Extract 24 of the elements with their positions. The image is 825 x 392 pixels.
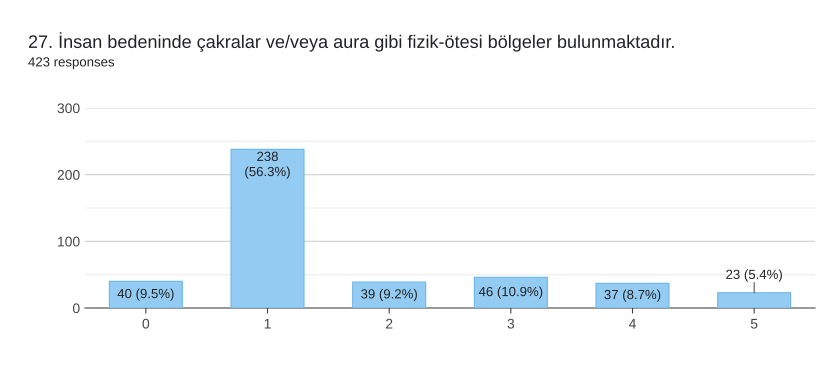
x-tick-label: 3 xyxy=(508,318,514,329)
x-tick-label: 4 xyxy=(628,318,636,328)
x-tick-label: 5 xyxy=(750,318,758,329)
bar xyxy=(108,280,183,308)
x-tick-label: 2 xyxy=(386,318,392,328)
data-label: 238 (56.3%) xyxy=(245,152,290,179)
bar xyxy=(474,276,548,308)
y-tick-label: 0 xyxy=(72,303,80,314)
bar xyxy=(352,281,426,308)
bar xyxy=(595,282,670,308)
data-label: 37 (8.7%) xyxy=(604,290,660,302)
data-label: 40 (9.5%) xyxy=(118,288,174,301)
data-label: 23 (5.4%) xyxy=(726,269,782,282)
x-tick-label: 0 xyxy=(142,318,150,329)
data-label: 46 (10.9%) xyxy=(478,286,542,299)
x-tick-label: 1 xyxy=(264,318,271,328)
bar xyxy=(717,292,792,308)
y-tick-label: 300 xyxy=(58,103,80,114)
chart-title: 27. İnsan bedeninde çakralar ve/veya aura gibi fizik-ötesi bölgeler bulunmaktadır. xyxy=(28,32,674,52)
y-tick-label: 100 xyxy=(58,236,80,247)
y-tick-label: 200 xyxy=(58,170,80,180)
chart-subtitle: 423 responses xyxy=(28,57,114,70)
data-label: 39 (9.2%) xyxy=(361,288,417,302)
bar xyxy=(230,148,305,308)
